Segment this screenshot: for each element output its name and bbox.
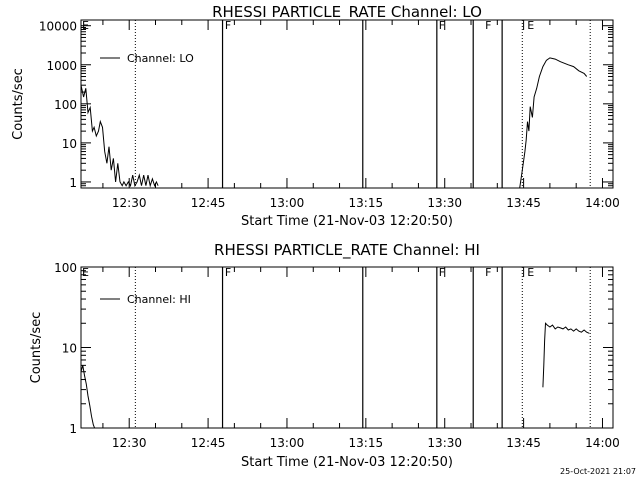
x-tick-label: 12:45 bbox=[191, 436, 226, 450]
y-tick-label: 10000 bbox=[39, 20, 77, 34]
y-tick-label: 10 bbox=[62, 342, 77, 356]
series-line bbox=[80, 365, 96, 429]
y-tick-label: 1000 bbox=[46, 59, 77, 73]
chart-title: RHESSI PARTICLE_RATE Channel: HI bbox=[214, 241, 480, 260]
y-tick-label: 100 bbox=[54, 261, 77, 275]
flag-label: F bbox=[485, 19, 491, 32]
x-axis-label: Start Time (21-Nov-03 12:20:50) bbox=[241, 455, 453, 470]
flag-label: F bbox=[439, 19, 445, 32]
x-tick-label: 12:30 bbox=[112, 196, 147, 210]
flag-label: F bbox=[225, 266, 231, 279]
y-axis-label: Counts/sec bbox=[29, 312, 44, 384]
flag-label: E bbox=[82, 19, 89, 32]
y-tick-label: 100 bbox=[54, 98, 77, 112]
flag-label: E bbox=[82, 266, 89, 279]
flag-label: F bbox=[485, 266, 491, 279]
x-tick-label: 13:30 bbox=[427, 436, 462, 450]
series-line bbox=[80, 85, 159, 188]
y-tick-label: 10 bbox=[62, 137, 77, 151]
flag-label: F bbox=[225, 19, 231, 32]
plot-frame bbox=[80, 266, 614, 429]
x-tick-label: 12:45 bbox=[191, 196, 226, 210]
flag-label: E bbox=[527, 266, 534, 279]
x-tick-label: 13:00 bbox=[270, 196, 305, 210]
panel-hi: RHESSI PARTICLE_RATE Channel: HI 12:30 12:… bbox=[29, 241, 620, 470]
x-tick-label: 13:45 bbox=[506, 436, 541, 450]
x-tick-label: 13:45 bbox=[506, 196, 541, 210]
flag-label: F bbox=[439, 266, 445, 279]
y-tick-label: 1 bbox=[69, 422, 77, 436]
legend-label: Channel: LO bbox=[127, 52, 194, 65]
x-tick-label: 12:30 bbox=[112, 436, 147, 450]
x-tick-label: 13:15 bbox=[349, 436, 384, 450]
y-axis-label: Counts/sec bbox=[11, 68, 26, 140]
chart-title: RHESSI PARTICLE_RATE Channel: LO bbox=[212, 3, 482, 22]
x-tick-label: 14:00 bbox=[585, 436, 620, 450]
x-tick-label: 13:30 bbox=[427, 196, 462, 210]
y-tick-label: 1 bbox=[69, 176, 77, 190]
x-tick-label: 13:00 bbox=[270, 436, 305, 450]
legend-label: Channel: HI bbox=[127, 293, 191, 306]
x-tick-label: 13:15 bbox=[349, 196, 384, 210]
series-line bbox=[542, 322, 590, 388]
x-tick-label: 14:00 bbox=[585, 196, 620, 210]
flag-label: E bbox=[527, 19, 534, 32]
footer-timestamp: 25-Oct-2021 21:07 bbox=[560, 467, 636, 476]
series-line bbox=[519, 57, 588, 189]
x-axis-label: Start Time (21-Nov-03 12:20:50) bbox=[241, 214, 453, 229]
panel-lo: RHESSI PARTICLE_RATE Channel: LO 12:30 12:… bbox=[11, 3, 620, 229]
